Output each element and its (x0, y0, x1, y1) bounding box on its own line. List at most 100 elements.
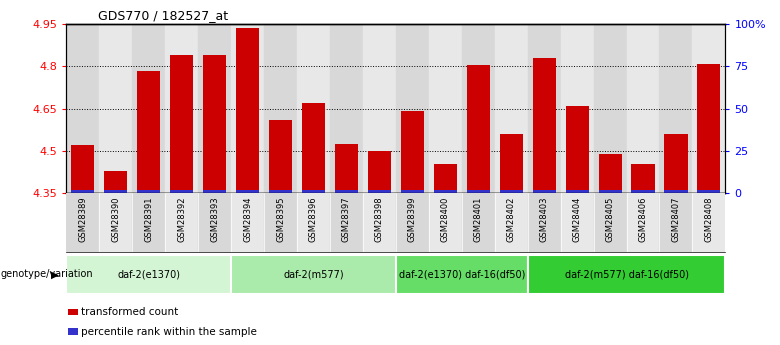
Text: daf-2(m577) daf-16(df50): daf-2(m577) daf-16(df50) (565, 269, 689, 279)
Bar (99, 24, 133, 193)
Text: GSM28403: GSM28403 (540, 196, 548, 241)
Bar (528, 24, 561, 193)
Text: GSM28404: GSM28404 (573, 196, 582, 241)
Bar (236, 28, 259, 193)
Text: GSM28400: GSM28400 (441, 196, 450, 241)
Bar (665, 190, 687, 193)
Bar (626, 24, 660, 193)
Text: GSM28407: GSM28407 (672, 196, 680, 241)
Text: GSM28393: GSM28393 (210, 196, 219, 242)
Bar (500, 134, 523, 193)
Text: GSM28392: GSM28392 (177, 196, 186, 241)
Bar (495, 24, 528, 193)
Bar (165, 193, 198, 252)
Bar (297, 24, 330, 193)
Text: daf-2(e1370): daf-2(e1370) (117, 269, 180, 279)
Bar (133, 193, 165, 252)
Text: GSM28391: GSM28391 (144, 196, 153, 241)
Bar (466, 190, 490, 193)
Bar (133, 24, 165, 193)
Bar (434, 190, 457, 193)
Text: GSM28395: GSM28395 (276, 196, 285, 241)
Bar (632, 190, 654, 193)
Bar (693, 24, 725, 193)
Bar (594, 193, 626, 252)
Text: transformed count: transformed count (81, 307, 179, 317)
Bar (66, 24, 99, 193)
Bar (203, 55, 226, 193)
Bar (466, 65, 490, 193)
Text: GSM28397: GSM28397 (342, 196, 351, 242)
Text: GSM28406: GSM28406 (639, 196, 647, 241)
Bar (68, 328, 78, 335)
Bar (198, 24, 231, 193)
Bar (396, 193, 429, 252)
Bar (66, 193, 99, 252)
Bar (566, 106, 589, 193)
Bar (137, 71, 160, 193)
Bar (660, 24, 693, 193)
Bar (170, 190, 193, 193)
Bar (269, 120, 292, 193)
Bar (66, 255, 231, 294)
Text: GSM28389: GSM28389 (78, 196, 87, 242)
Bar (693, 193, 725, 252)
Bar (500, 190, 523, 193)
Text: percentile rank within the sample: percentile rank within the sample (81, 327, 257, 337)
Bar (198, 193, 231, 252)
Text: GSM28399: GSM28399 (408, 196, 417, 241)
Bar (533, 190, 555, 193)
Bar (598, 154, 622, 193)
Bar (68, 308, 78, 315)
Bar (330, 193, 363, 252)
Text: daf-2(e1370) daf-16(df50): daf-2(e1370) daf-16(df50) (399, 269, 525, 279)
Bar (598, 190, 622, 193)
Text: ▶: ▶ (51, 269, 58, 279)
Text: GSM28394: GSM28394 (243, 196, 252, 241)
Text: GSM28396: GSM28396 (309, 196, 318, 242)
Bar (660, 193, 693, 252)
Bar (495, 193, 528, 252)
Bar (396, 24, 429, 193)
Bar (264, 24, 297, 193)
Bar (533, 58, 555, 193)
Text: genotype/variation: genotype/variation (1, 269, 94, 279)
Bar (697, 63, 721, 193)
Bar (429, 24, 462, 193)
Bar (105, 171, 127, 193)
Bar (335, 144, 358, 193)
Bar (71, 145, 94, 193)
Bar (396, 255, 528, 294)
Bar (434, 164, 457, 193)
Bar (665, 134, 687, 193)
Bar (137, 190, 160, 193)
Bar (231, 193, 264, 252)
Bar (697, 190, 721, 193)
Text: GSM28390: GSM28390 (112, 196, 120, 241)
Bar (231, 255, 396, 294)
Bar (566, 190, 589, 193)
Bar (429, 193, 462, 252)
Bar (335, 190, 358, 193)
Bar (264, 193, 297, 252)
Text: GSM28408: GSM28408 (704, 196, 714, 241)
Text: daf-2(m577): daf-2(m577) (283, 269, 344, 279)
Bar (302, 190, 325, 193)
Bar (561, 193, 594, 252)
Bar (105, 190, 127, 193)
Bar (363, 193, 396, 252)
Bar (330, 24, 363, 193)
Bar (401, 111, 424, 193)
Bar (165, 24, 198, 193)
Bar (528, 255, 725, 294)
Bar (626, 193, 660, 252)
Bar (236, 190, 259, 193)
Text: GSM28405: GSM28405 (605, 196, 615, 241)
Bar (594, 24, 626, 193)
Bar (632, 164, 654, 193)
Bar (462, 24, 495, 193)
Text: GDS770 / 182527_at: GDS770 / 182527_at (98, 9, 228, 22)
Bar (363, 24, 396, 193)
Text: GSM28398: GSM28398 (375, 196, 384, 242)
Bar (297, 193, 330, 252)
